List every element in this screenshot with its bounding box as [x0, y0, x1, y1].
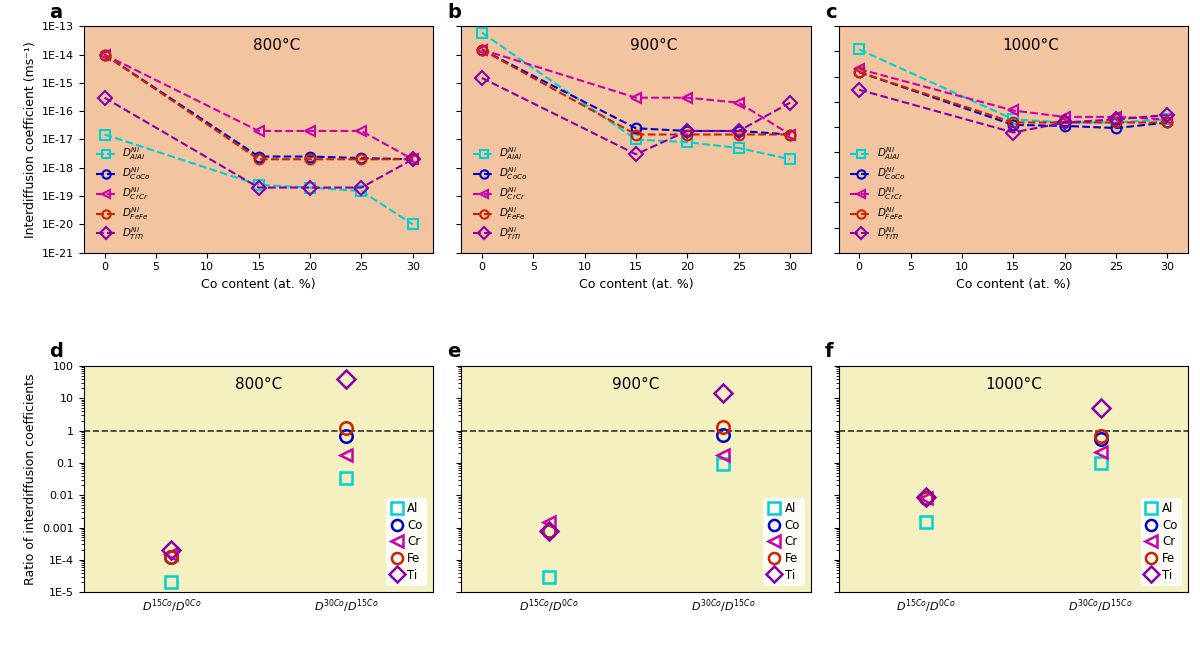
Text: 800°C: 800°C — [235, 377, 282, 392]
Text: c: c — [824, 3, 836, 22]
Legend: $D^{Ni}_{AlAl}$, $D^{Ni}_{CoCo}$, $D^{Ni}_{CrCr}$, $D^{Ni}_{FeFe}$, $D^{Ni}_{TiT: $D^{Ni}_{AlAl}$, $D^{Ni}_{CoCo}$, $D^{Ni… — [847, 142, 908, 245]
X-axis label: Co content (at. %): Co content (at. %) — [578, 278, 694, 291]
Text: 900°C: 900°C — [612, 377, 660, 392]
Text: b: b — [448, 3, 461, 22]
X-axis label: Co content (at. %): Co content (at. %) — [956, 278, 1070, 291]
Text: 900°C: 900°C — [630, 38, 677, 53]
Legend: Al, Co, Cr, Fe, Ti: Al, Co, Cr, Fe, Ti — [763, 497, 805, 586]
Text: 1000°C: 1000°C — [1002, 38, 1060, 53]
Text: f: f — [824, 342, 833, 361]
Text: d: d — [49, 342, 62, 361]
Legend: Al, Co, Cr, Fe, Ti: Al, Co, Cr, Fe, Ti — [1141, 497, 1182, 586]
Legend: $D^{Ni}_{AlAl}$, $D^{Ni}_{CoCo}$, $D^{Ni}_{CrCr}$, $D^{Ni}_{FeFe}$, $D^{Ni}_{TiT: $D^{Ni}_{AlAl}$, $D^{Ni}_{CoCo}$, $D^{Ni… — [92, 142, 154, 245]
Y-axis label: Interdiffusion coefficient (ms⁻¹): Interdiffusion coefficient (ms⁻¹) — [24, 41, 36, 238]
Legend: $D^{Ni}_{AlAl}$, $D^{Ni}_{CoCo}$, $D^{Ni}_{CrCr}$, $D^{Ni}_{FeFe}$, $D^{Ni}_{TiT: $D^{Ni}_{AlAl}$, $D^{Ni}_{CoCo}$, $D^{Ni… — [470, 142, 530, 245]
Y-axis label: Ratio of interdiffusion coefficients: Ratio of interdiffusion coefficients — [24, 373, 37, 585]
Legend: Al, Co, Cr, Fe, Ti: Al, Co, Cr, Fe, Ti — [386, 497, 427, 586]
X-axis label: Co content (at. %): Co content (at. %) — [202, 278, 316, 291]
Text: 1000°C: 1000°C — [985, 377, 1042, 392]
Text: a: a — [49, 3, 62, 22]
Text: e: e — [448, 342, 461, 361]
Text: 800°C: 800°C — [252, 38, 300, 53]
